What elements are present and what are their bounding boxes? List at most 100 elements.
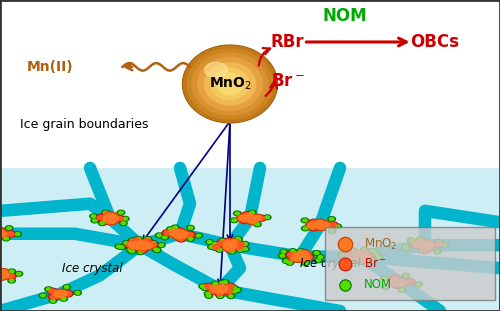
- Circle shape: [360, 249, 370, 255]
- Circle shape: [288, 256, 298, 262]
- Circle shape: [121, 222, 126, 225]
- Circle shape: [144, 245, 152, 249]
- Circle shape: [139, 248, 146, 252]
- Circle shape: [218, 285, 228, 291]
- Circle shape: [222, 280, 229, 285]
- Circle shape: [318, 221, 332, 229]
- Circle shape: [228, 249, 236, 254]
- Circle shape: [226, 243, 235, 249]
- Circle shape: [234, 288, 241, 292]
- Circle shape: [248, 210, 256, 215]
- Circle shape: [308, 225, 318, 231]
- Circle shape: [411, 240, 424, 248]
- Circle shape: [395, 278, 408, 286]
- Circle shape: [436, 242, 443, 246]
- Circle shape: [116, 216, 123, 221]
- Circle shape: [223, 241, 236, 249]
- Circle shape: [403, 245, 407, 248]
- Text: Br$^-$: Br$^-$: [364, 257, 386, 270]
- Circle shape: [205, 294, 212, 298]
- Circle shape: [421, 244, 434, 252]
- Circle shape: [0, 272, 1, 280]
- Circle shape: [170, 229, 179, 234]
- Circle shape: [154, 248, 158, 251]
- Circle shape: [300, 252, 309, 257]
- Circle shape: [369, 248, 376, 253]
- Circle shape: [218, 241, 225, 245]
- Circle shape: [214, 286, 226, 295]
- Text: MnO$_2$: MnO$_2$: [364, 236, 398, 252]
- Circle shape: [308, 223, 316, 228]
- Circle shape: [218, 281, 226, 285]
- Circle shape: [418, 237, 423, 240]
- Circle shape: [310, 220, 318, 225]
- Circle shape: [366, 260, 374, 264]
- Circle shape: [441, 243, 448, 248]
- Circle shape: [131, 237, 141, 244]
- Circle shape: [235, 237, 242, 242]
- Circle shape: [237, 242, 244, 247]
- Circle shape: [356, 253, 369, 261]
- Circle shape: [246, 216, 259, 225]
- Circle shape: [357, 257, 367, 263]
- Circle shape: [435, 250, 440, 253]
- Circle shape: [224, 241, 234, 247]
- Circle shape: [225, 242, 234, 248]
- Text: NOM: NOM: [322, 7, 368, 25]
- Circle shape: [328, 229, 336, 234]
- Circle shape: [242, 243, 247, 245]
- Circle shape: [62, 297, 66, 300]
- Circle shape: [351, 249, 356, 252]
- Circle shape: [295, 253, 304, 258]
- Circle shape: [58, 291, 68, 296]
- Circle shape: [223, 238, 233, 244]
- Circle shape: [208, 288, 218, 294]
- Circle shape: [315, 222, 328, 230]
- Circle shape: [400, 289, 404, 291]
- Circle shape: [390, 280, 400, 285]
- Circle shape: [114, 216, 124, 222]
- Circle shape: [212, 246, 219, 250]
- Circle shape: [76, 291, 80, 294]
- Circle shape: [234, 244, 244, 250]
- Circle shape: [132, 238, 140, 243]
- Circle shape: [342, 260, 346, 263]
- Circle shape: [54, 291, 63, 296]
- Circle shape: [120, 221, 127, 225]
- Circle shape: [294, 253, 302, 258]
- Circle shape: [104, 212, 111, 217]
- Circle shape: [236, 214, 250, 222]
- Circle shape: [224, 242, 237, 250]
- Circle shape: [202, 287, 207, 290]
- Circle shape: [434, 249, 441, 254]
- Circle shape: [204, 283, 214, 290]
- Ellipse shape: [204, 63, 256, 105]
- Circle shape: [129, 241, 142, 249]
- Circle shape: [0, 272, 9, 278]
- Polygon shape: [0, 0, 500, 168]
- Circle shape: [244, 214, 254, 220]
- Circle shape: [406, 280, 414, 284]
- Circle shape: [214, 285, 226, 293]
- Circle shape: [236, 245, 242, 249]
- Circle shape: [187, 225, 194, 230]
- Circle shape: [419, 244, 428, 249]
- Circle shape: [216, 291, 223, 296]
- Circle shape: [303, 227, 308, 230]
- Circle shape: [56, 290, 70, 298]
- Circle shape: [242, 213, 256, 221]
- Circle shape: [50, 295, 57, 299]
- Circle shape: [282, 259, 290, 263]
- Circle shape: [108, 214, 117, 219]
- Circle shape: [204, 291, 212, 296]
- Circle shape: [310, 225, 317, 230]
- Ellipse shape: [216, 73, 244, 95]
- Circle shape: [63, 291, 73, 297]
- Point: [341, 241, 349, 246]
- Circle shape: [224, 241, 232, 247]
- Circle shape: [216, 240, 226, 246]
- Circle shape: [126, 240, 140, 248]
- Circle shape: [354, 252, 363, 258]
- Circle shape: [154, 248, 161, 253]
- Circle shape: [435, 239, 442, 244]
